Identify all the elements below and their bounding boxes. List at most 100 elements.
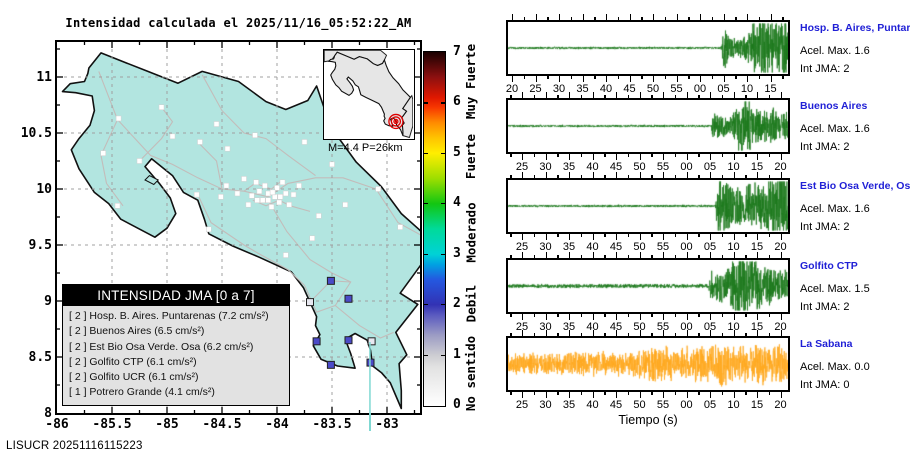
trace-axis-tick [522, 314, 524, 320]
trace-axis-minor-tick [698, 95, 700, 98]
trace-axis-tick [592, 314, 594, 320]
trace-axis-tick [780, 234, 782, 240]
trace-axis-tick [639, 172, 641, 178]
trace-axis-minor-tick [721, 154, 724, 157]
station-marker [342, 201, 348, 208]
trace-axis-minor-tick [674, 154, 677, 157]
legend-item: [ 2 ] Buenos Aires (6.5 cm/s²) [69, 325, 205, 338]
station-marker [279, 179, 286, 186]
station-marker [234, 190, 241, 197]
station-marker [115, 115, 122, 122]
colorbar-tick [424, 354, 428, 356]
trace-tick-label: 00 [693, 83, 707, 95]
trace-axis-tick [592, 234, 594, 240]
trace-axis-minor-tick [698, 255, 700, 258]
trace-axis-minor-tick [510, 95, 512, 98]
trace-tick-label: 20 [774, 399, 787, 411]
trace-axis-tick [663, 330, 665, 336]
trace-axis-minor-tick [674, 392, 677, 395]
trace-axis-minor-tick [698, 392, 700, 395]
trace-tick-label: 00 [680, 399, 693, 411]
trace-axis-tick [592, 252, 594, 258]
station-marker [269, 189, 276, 196]
station-marker [301, 139, 308, 145]
trace-axis-tick [545, 92, 547, 98]
intensity-colorbar [423, 51, 446, 407]
trace-axis-minor-tick [651, 154, 653, 157]
trace-axis-minor-tick [735, 76, 737, 79]
epicenter-icon [393, 118, 399, 125]
trace-axis-tick [757, 314, 759, 320]
legend-header: INTENSIDAD JMA [0 a 7] [63, 285, 289, 306]
colorbar-category-label: Muy Fuerte [462, 16, 480, 146]
trace-axis-tick [653, 76, 655, 82]
map-x-tick-label: -86 [45, 417, 69, 432]
trace-axis-minor-tick [721, 392, 724, 395]
trace-axis-tick [757, 234, 759, 240]
colorbar-tick-label: 7 [453, 44, 461, 59]
trace-axis-tick [686, 330, 688, 336]
station-marker [316, 213, 322, 219]
trace-tick-label: 40 [599, 83, 613, 95]
trace-axis-tick [686, 392, 688, 398]
trace-axis-tick [653, 14, 655, 20]
trace-axis-minor-tick [510, 175, 512, 178]
trace-axis-tick [747, 14, 749, 20]
trace-axis-tick [616, 154, 618, 160]
trace-axis-tick [569, 392, 571, 398]
legend-item: [ 2 ] Hosp. B. Aires. Puntarenas (7.2 cm… [69, 310, 269, 322]
trace-tick-label: 50 [633, 399, 646, 411]
station-marker [309, 235, 315, 242]
map-x-tick-label: -84 [265, 417, 289, 432]
trace-axis-minor-tick [768, 175, 771, 178]
trace-axis-minor-tick [651, 314, 653, 317]
trace-axis-minor-tick [570, 76, 573, 79]
accel-max-label: Acel. Max. 1.5 [800, 283, 870, 295]
trace-axis-minor-tick [698, 234, 700, 237]
station-marker [213, 121, 220, 127]
accel-max-label: Acel. Max. 1.6 [800, 123, 870, 135]
trace-waveform-canvas [508, 22, 788, 74]
trace-tick-label: 40 [586, 241, 599, 253]
jma-intensity-legend: INTENSIDAD JMA [0 a 7] [ 2 ] Hosp. B. Ai… [62, 284, 290, 406]
trace-axis-tick [686, 154, 688, 160]
legend-item: [ 2 ] Golfito UCR (6.1 cm/s²) [69, 371, 199, 384]
trace-tick-label: 20 [774, 161, 787, 173]
trace-tick-label: 05 [703, 241, 717, 253]
trace-axis-minor-tick [533, 333, 536, 336]
trace-axis-tick [569, 154, 571, 160]
trace-axis-minor-tick [651, 95, 653, 98]
trace-axis-minor-tick [533, 154, 536, 157]
map-render-artifact-line [369, 413, 371, 431]
trace-axis-tick [663, 252, 665, 258]
colorbar-tick [441, 304, 445, 306]
gulf-island [144, 174, 160, 186]
trace-axis-tick [616, 92, 618, 98]
trace-axis-tick [757, 330, 759, 336]
trace-tick-label: 25 [515, 321, 529, 333]
trace-axis-tick [780, 92, 782, 98]
station-marker [290, 191, 297, 198]
trace-axis-minor-tick [674, 314, 677, 317]
trace-axis-tick [629, 14, 631, 20]
station-marker [252, 132, 258, 138]
station-marker [254, 197, 260, 203]
map-y-tick-label: 9 [44, 294, 52, 309]
map-y-tick-label: 8 [44, 406, 52, 421]
trace-tick-label: 15 [764, 83, 777, 95]
trace-tick-label: 35 [562, 321, 576, 333]
trace-axis-tick [616, 252, 618, 258]
colorbar-tick-label: 0 [453, 397, 461, 412]
trace-axis-minor-tick [721, 234, 724, 237]
trace-tick-label: 00 [680, 161, 693, 173]
trace-axis-minor-tick [604, 234, 606, 237]
trace-axis-minor-tick [604, 154, 606, 157]
trace-axis-tick [639, 314, 641, 320]
trace-axis-minor-tick [745, 154, 747, 157]
station-marker [241, 176, 247, 182]
trace-tick-label: 35 [576, 83, 589, 95]
trace-axis-tick [535, 76, 537, 82]
trace-axis-minor-tick [674, 175, 677, 178]
trace-axis-tick [535, 14, 537, 20]
intensity-station-square [306, 298, 314, 307]
